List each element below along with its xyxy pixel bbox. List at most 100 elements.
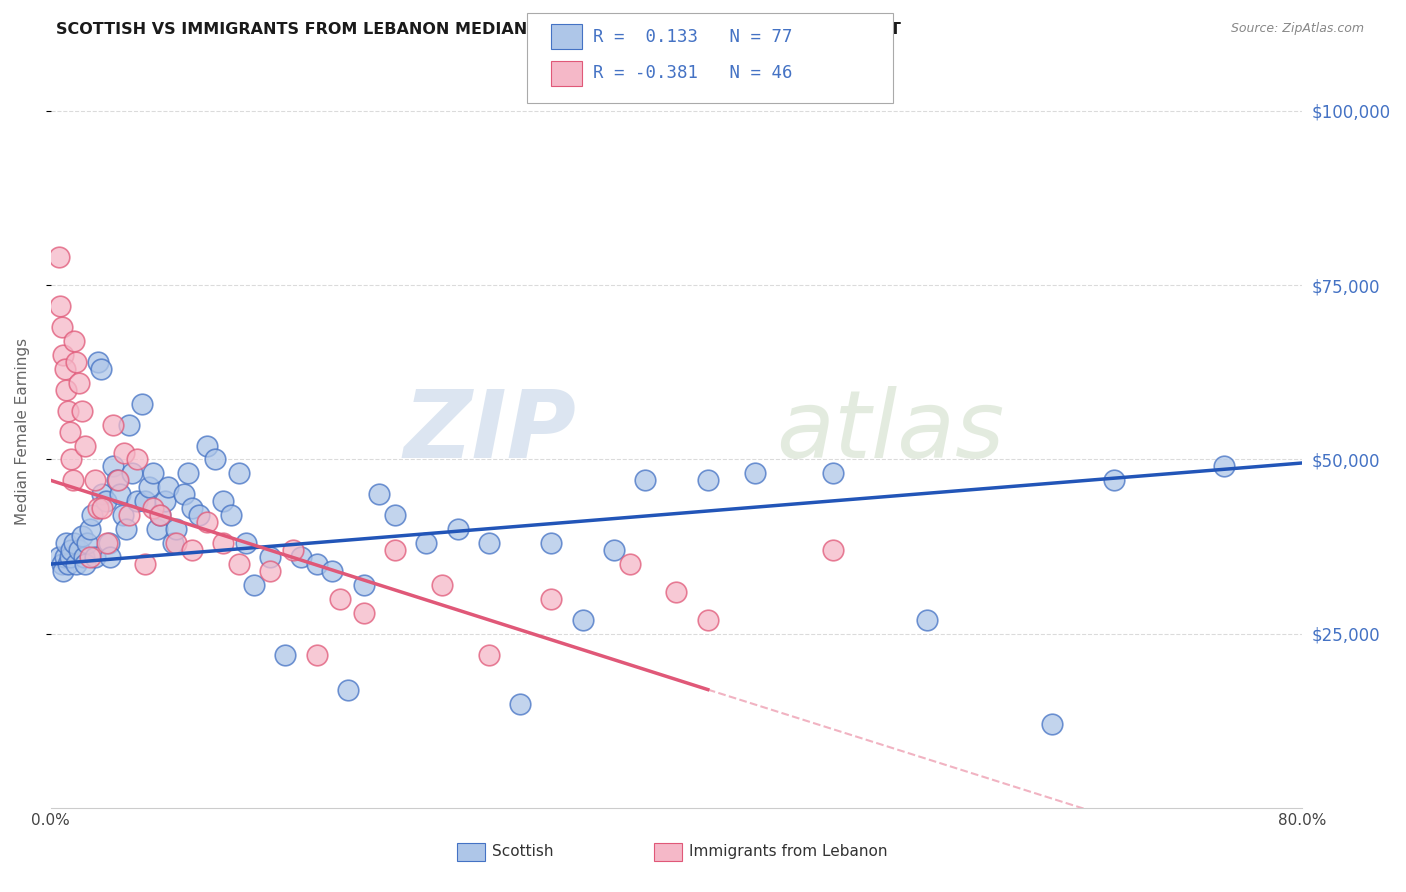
Point [415,536,437,550]
Point [1104,474,1126,488]
Point [103,417,125,432]
Point [70,529,93,543]
Point [696,613,718,627]
Point [125,452,148,467]
Point [53,550,76,565]
Point [59,425,82,439]
Point [696,474,718,488]
Point [228,557,250,571]
Point [149,508,172,523]
Point [65,557,87,571]
Point [540,536,562,550]
Point [180,543,202,558]
Point [259,564,281,578]
Point [283,543,305,558]
Point [107,474,129,488]
Point [228,467,250,481]
Point [118,508,141,523]
Point [56,403,79,417]
Point [177,467,200,481]
Point [87,501,110,516]
Point [571,613,593,627]
Point [165,522,187,536]
Point [79,522,101,536]
Point [337,682,360,697]
Point [329,591,352,606]
Point [49,299,72,313]
Point [112,445,135,459]
Point [665,585,688,599]
Point [478,536,501,550]
Point [274,648,297,662]
Point [821,543,844,558]
Point [235,536,257,550]
Point [53,362,76,376]
Text: Immigrants from Lebanon: Immigrants from Lebanon [689,845,887,859]
Point [51,557,73,571]
Point [80,508,103,523]
Point [83,550,105,565]
Point [76,536,98,550]
Point [146,522,169,536]
Point [353,606,375,620]
Point [63,536,86,550]
Point [91,487,114,501]
Point [305,557,328,571]
Text: SCOTTISH VS IMMIGRANTS FROM LEBANON MEDIAN FEMALE EARNINGS CORRELATION CHART: SCOTTISH VS IMMIGRANTS FROM LEBANON MEDI… [56,22,901,37]
Point [63,334,86,348]
Point [153,494,176,508]
Point [212,536,235,550]
Point [55,536,77,550]
Text: atlas: atlas [776,386,1005,477]
Point [173,487,195,501]
Point [430,578,453,592]
Point [603,543,626,558]
Point [97,536,120,550]
Point [83,474,105,488]
Point [478,648,501,662]
Point [121,467,143,481]
Point [103,459,125,474]
Point [138,480,160,494]
Point [91,501,114,516]
Point [94,494,117,508]
Point [67,543,90,558]
Point [915,613,938,627]
Point [384,543,406,558]
Point [195,515,218,529]
Point [180,501,202,516]
Point [131,397,153,411]
Point [149,508,172,523]
Point [157,480,180,494]
Text: ZIP: ZIP [404,385,576,477]
Point [509,697,531,711]
Point [243,578,266,592]
Point [56,557,79,571]
Point [134,557,156,571]
Point [540,591,562,606]
Point [65,355,87,369]
Point [48,250,70,264]
Text: Scottish: Scottish [492,845,554,859]
Y-axis label: Median Female Earnings: Median Female Earnings [15,338,30,525]
Point [60,452,83,467]
Point [188,508,211,523]
Point [204,452,226,467]
Point [195,438,218,452]
Point [55,383,77,397]
Point [353,578,375,592]
Point [75,557,97,571]
Point [619,557,641,571]
Point [98,550,121,565]
Point [96,536,118,550]
Point [368,487,391,501]
Point [634,474,657,488]
Point [321,564,343,578]
Text: Source: ZipAtlas.com: Source: ZipAtlas.com [1230,22,1364,36]
Text: R =  0.133   N = 77: R = 0.133 N = 77 [593,28,793,45]
Point [134,494,156,508]
Point [115,522,138,536]
Point [141,467,163,481]
Point [821,467,844,481]
Point [90,362,112,376]
